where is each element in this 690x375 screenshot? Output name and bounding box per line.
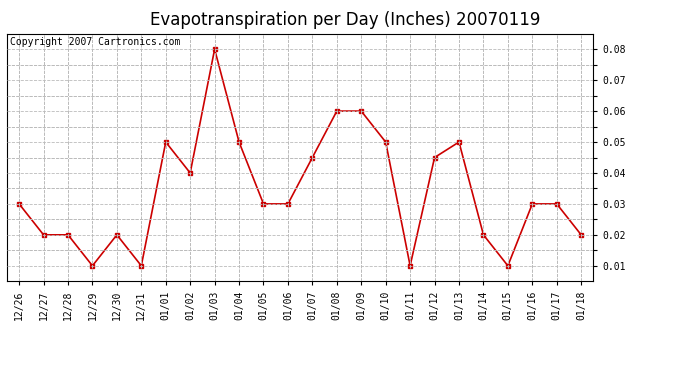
Text: Copyright 2007 Cartronics.com: Copyright 2007 Cartronics.com <box>10 38 180 48</box>
Text: Evapotranspiration per Day (Inches) 20070119: Evapotranspiration per Day (Inches) 2007… <box>150 11 540 29</box>
